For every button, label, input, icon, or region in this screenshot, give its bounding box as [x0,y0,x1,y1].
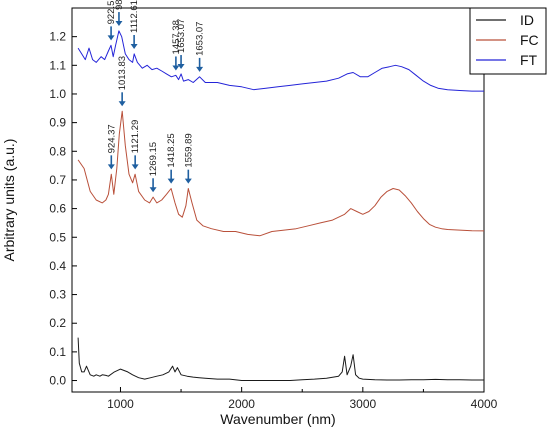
x-axis: 1000 2000 3000 4000 [107,387,498,411]
annotation-label: 1653.07 [195,22,206,56]
y-axis-title: Arbitrary units (a.u.) [1,139,17,262]
series-line-id [77,337,484,381]
legend: ID FC FT [469,7,547,75]
annotation-arrowhead [131,164,139,170]
annotation-label: 987.47 [114,0,125,10]
legend-box [469,7,547,75]
annotation-arrowhead [184,178,192,184]
legend-label: FT [520,52,538,68]
annotation-arrowhead [196,66,204,72]
annotation-arrowhead [107,35,115,41]
annotation-arrowhead [118,101,126,107]
annotation-label: 1457.38 [171,20,182,54]
series-line-ft [77,30,484,92]
y-tick-label: 0.9 [49,116,66,130]
annotation-arrowhead [130,43,138,49]
x-tick-label: 1000 [107,397,134,411]
x-tick-label: 4000 [471,397,498,411]
y-tick-label: 0.8 [49,144,66,158]
annotation-label: 1112.61 [129,0,140,33]
x-tick-label: 3000 [349,397,376,411]
x-axis-title: Wavenumber (nm) [220,411,335,427]
annotation-arrowhead [177,64,185,70]
y-tick-label: 0.0 [49,374,66,388]
annotation-arrowhead [167,178,175,184]
annotation-label: 1121.29 [130,120,141,154]
annotation-label: 1013.83 [117,56,128,90]
legend-label: FC [520,32,539,48]
annotation-label: 1418.25 [166,133,177,167]
x-tick-label: 2000 [228,397,255,411]
annotation-arrowhead [149,187,157,193]
y-tick-label: 1.1 [49,58,66,72]
plot-frame [71,7,485,393]
y-tick-label: 0.4 [49,259,66,273]
y-tick-label: 0.5 [49,230,66,244]
legend-label: ID [520,12,534,28]
annotation-label: 1653.07 [176,19,187,53]
annotation-label: 924.37 [106,124,117,153]
y-tick-label: 0.6 [49,202,66,216]
y-tick-label: 0.7 [49,173,66,187]
annotation-arrowhead [172,65,180,71]
annotation-label: 922.51 [106,0,117,24]
annotation-arrowhead [115,21,123,27]
series-layer [77,30,485,381]
series-line-fc [77,110,485,237]
y-tick-label: 1.0 [49,87,66,101]
y-tick-label: 0.1 [49,345,66,359]
y-tick-label: 0.2 [49,316,66,330]
y-tick-label: 1.2 [49,30,66,44]
annotation-arrowhead [107,164,115,170]
y-axis: 0.0 0.1 0.2 0.3 0.4 0.5 0.6 0.7 0.8 0.9 1.0 1.1 1.2 [49,30,77,388]
annotation-label: 1269.15 [148,142,159,176]
y-tick-label: 0.3 [49,288,66,302]
annotation-layer: 922.51987.471112.611457.381653.071653.07… [106,0,206,193]
annotation-label: 1559.89 [183,133,194,167]
